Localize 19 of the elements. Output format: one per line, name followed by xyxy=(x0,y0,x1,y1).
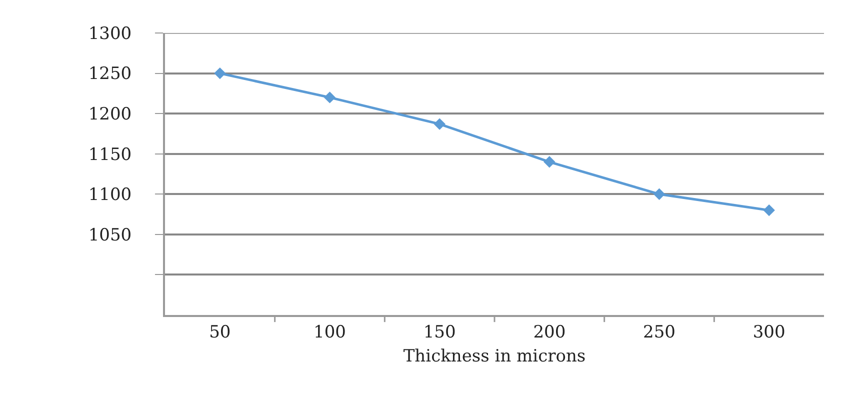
y-tick-label: 1050 xyxy=(88,225,132,246)
y-tick-label: 1300 xyxy=(88,24,132,44)
point xyxy=(324,92,336,104)
x-tick-label: 50 xyxy=(209,322,231,342)
point xyxy=(214,67,226,80)
point xyxy=(653,188,666,200)
point xyxy=(763,204,775,216)
point xyxy=(434,118,446,130)
y-tick-label: 1100 xyxy=(88,185,132,206)
y-tick-label: 1250 xyxy=(88,64,132,84)
x-axis-title: Thickness in microns xyxy=(403,346,586,366)
y-tick-label: 1200 xyxy=(88,104,132,125)
y-tick-label: 1150 xyxy=(88,144,132,165)
x-tick-label: 150 xyxy=(423,322,456,342)
x-tick-label: 100 xyxy=(314,322,346,342)
point xyxy=(544,156,556,168)
x-tick-label: 250 xyxy=(643,322,676,342)
x-tick-label: 300 xyxy=(752,322,786,342)
x-tick-label: 200 xyxy=(533,322,566,342)
